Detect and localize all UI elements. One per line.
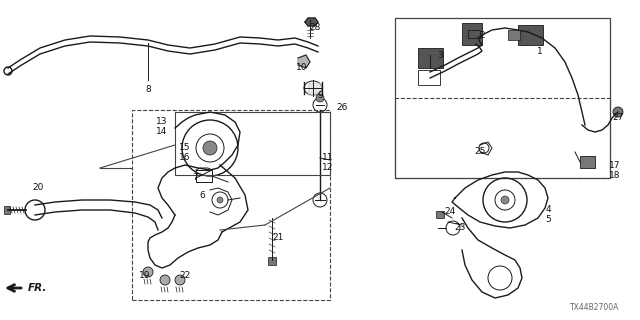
Bar [436, 211, 444, 218]
Bar [580, 156, 595, 168]
Text: 25: 25 [474, 148, 486, 156]
Text: 21: 21 [272, 234, 284, 243]
Circle shape [501, 196, 509, 204]
Bar [518, 25, 543, 45]
Text: 6: 6 [199, 190, 205, 199]
Circle shape [203, 141, 217, 155]
Bar [508, 30, 520, 40]
Text: 8: 8 [145, 85, 151, 94]
Text: 11: 11 [323, 154, 333, 163]
Text: 3: 3 [437, 51, 443, 60]
Text: 26: 26 [336, 103, 348, 113]
Text: 5: 5 [545, 215, 551, 225]
Text: 14: 14 [156, 127, 168, 137]
Bar [462, 23, 482, 45]
Text: 7: 7 [192, 173, 198, 182]
Circle shape [217, 197, 223, 203]
Circle shape [316, 94, 324, 102]
Text: 23: 23 [454, 223, 466, 233]
Bar [468, 30, 480, 38]
Text: 2: 2 [479, 30, 485, 39]
Bar [132, 110, 330, 300]
Bar [196, 170, 212, 182]
Text: 15: 15 [179, 143, 191, 153]
Text: 22: 22 [179, 270, 191, 279]
Text: 4: 4 [545, 205, 551, 214]
Bar [418, 70, 440, 85]
Text: 12: 12 [323, 164, 333, 172]
Text: 16: 16 [179, 154, 191, 163]
Text: 10: 10 [296, 63, 308, 73]
Bar [268, 257, 276, 265]
Polygon shape [305, 18, 318, 26]
Text: 24: 24 [444, 207, 456, 217]
Circle shape [143, 267, 153, 277]
Circle shape [613, 107, 623, 117]
Text: 1: 1 [537, 47, 543, 57]
Text: 27: 27 [612, 114, 624, 123]
Text: 28: 28 [309, 23, 321, 33]
Text: 9: 9 [317, 91, 323, 100]
Polygon shape [308, 83, 321, 95]
Circle shape [175, 275, 185, 285]
Text: 19: 19 [140, 270, 151, 279]
Text: FR.: FR. [28, 283, 47, 293]
Circle shape [160, 275, 170, 285]
Text: 18: 18 [609, 171, 621, 180]
Text: 13: 13 [156, 117, 168, 126]
Bar [4, 206, 10, 214]
Text: 20: 20 [32, 183, 44, 193]
Bar [395, 98, 610, 178]
Bar [395, 18, 610, 178]
Bar [418, 48, 443, 68]
Polygon shape [298, 55, 310, 68]
Text: 17: 17 [609, 161, 621, 170]
Text: TX44B2700A: TX44B2700A [570, 303, 620, 312]
